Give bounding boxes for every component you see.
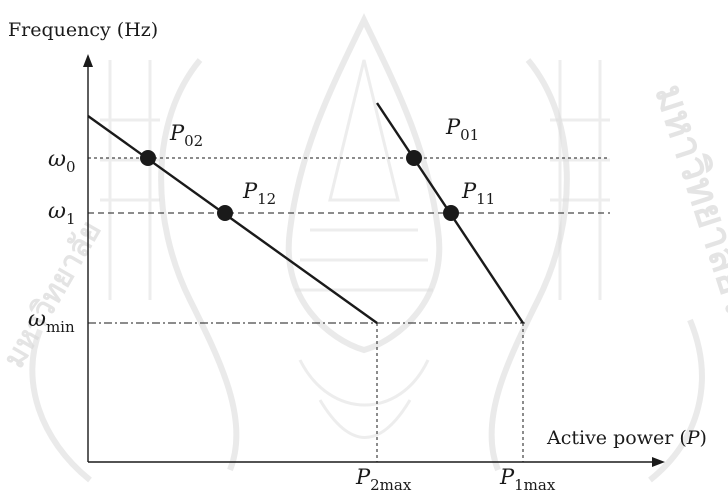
operating-points: [140, 150, 459, 221]
label-p2max-sub: 2max: [370, 476, 412, 494]
label-p01-sub: 01: [460, 126, 479, 144]
x-axis-arrow: [652, 457, 665, 467]
label-p02-sub: 02: [184, 132, 203, 150]
label-p1max-symbol: P: [499, 465, 515, 489]
point-p02: [140, 150, 156, 166]
y-axis-title: Frequency (Hz): [8, 19, 158, 41]
label-p01-symbol: P: [445, 115, 461, 139]
label-omegamin-sub: min: [46, 318, 75, 336]
label-p11: P11: [461, 179, 495, 208]
x-axis-title: Active power (P): [546, 427, 707, 449]
x-axis-title-close: ): [700, 427, 707, 449]
label-omegamin-symbol: ω: [28, 307, 46, 332]
droop-line-unit-2: [87, 115, 378, 324]
x-axis-title-text: Active power (: [546, 427, 687, 449]
reference-lines: [88, 157, 610, 462]
label-p12-sub: 12: [257, 190, 276, 208]
label-p1max: P1max: [499, 465, 556, 494]
label-p2max-symbol: P: [355, 465, 371, 489]
axes: [83, 54, 665, 467]
y-axis-arrow: [83, 54, 93, 67]
label-omegamin: ωmin: [28, 307, 75, 336]
watermark-seal: มหาวิทยาลัยราช มหาวิทยาลัย: [0, 13, 728, 483]
label-p01: P01: [445, 115, 479, 144]
label-p11-sub: 11: [476, 190, 495, 208]
label-omega0-sub: 0: [66, 158, 76, 176]
label-omega0-symbol: ω: [48, 147, 66, 172]
label-p2max: P2max: [355, 465, 412, 494]
point-p12: [217, 205, 233, 221]
label-omega1-symbol: ω: [48, 199, 66, 224]
label-p02-symbol: P: [169, 121, 185, 145]
point-p11: [443, 205, 459, 221]
label-omega1: ω1: [48, 199, 76, 228]
label-p1max-sub: 1max: [514, 476, 556, 494]
watermark-text-right: มหาวิทยาลัยราช: [645, 79, 728, 368]
label-omega0: ω0: [48, 147, 76, 176]
label-omega1-sub: 1: [66, 210, 76, 228]
label-p02: P02: [169, 121, 203, 150]
label-p12: P12: [242, 179, 276, 208]
x-axis-title-var: P: [686, 427, 701, 449]
watermark-text-left: มหาวิทยาลัย: [0, 215, 109, 374]
point-p01: [406, 150, 422, 166]
label-p11-symbol: P: [461, 179, 477, 203]
label-p12-symbol: P: [242, 179, 258, 203]
